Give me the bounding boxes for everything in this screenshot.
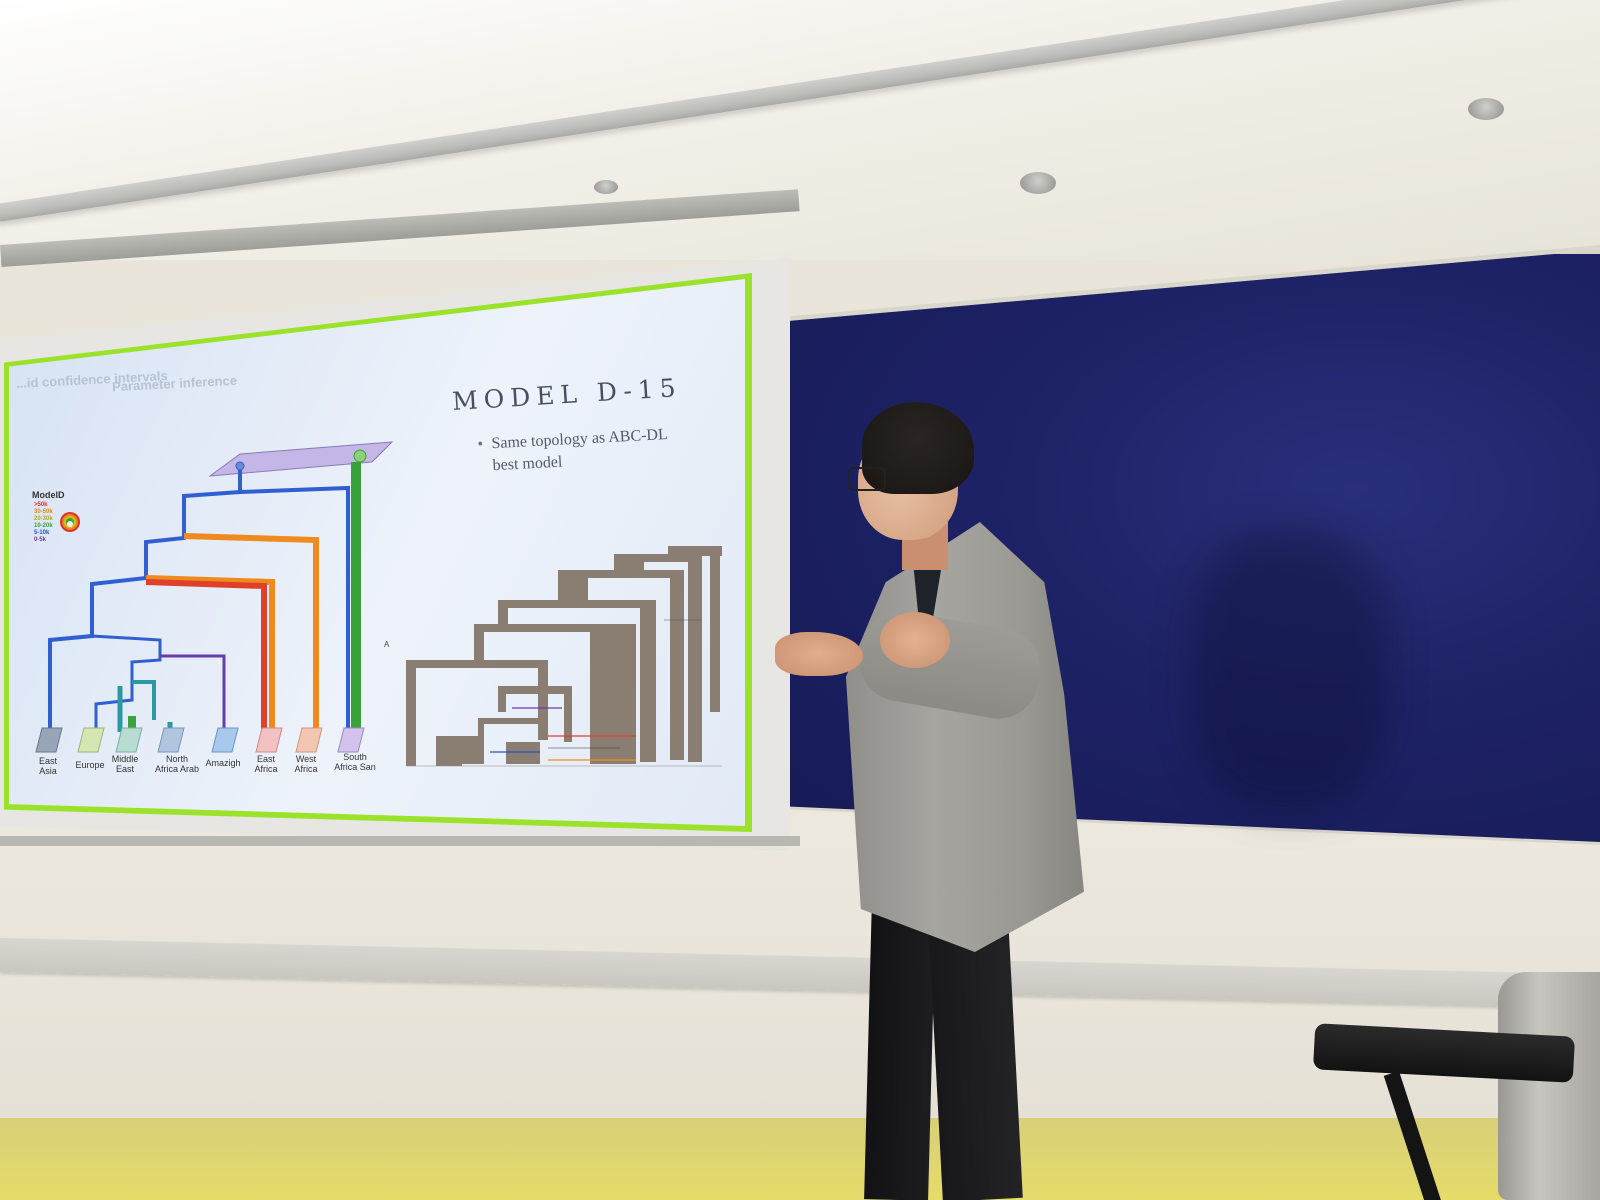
- chair: [1498, 972, 1600, 1200]
- glasses-icon: [848, 467, 886, 491]
- population-label: North Africa Arab: [154, 754, 200, 774]
- rail-bracket: [1468, 98, 1504, 120]
- branch-west-africa: [183, 533, 319, 740]
- legend-item: >50k: [34, 502, 48, 508]
- speaker-trousers: [864, 899, 936, 1200]
- speaker-jacket: [845, 522, 1084, 952]
- legend-item: 10-20k: [34, 523, 53, 529]
- legend-item: 20-30k: [34, 516, 53, 522]
- ceiling: [0, 0, 1600, 300]
- legend-item: 0-5k: [34, 537, 47, 543]
- population-label: East Africa: [254, 754, 278, 774]
- legend-title: ModelD: [32, 490, 65, 500]
- screen-bottom-bar: [0, 836, 800, 846]
- legend-rainbow-icon: [60, 512, 80, 532]
- branch-east-africa-orange: [145, 575, 275, 740]
- population-label: East Asia: [38, 756, 57, 776]
- population-label: Middle East: [111, 754, 139, 774]
- floor: [0, 1118, 1600, 1200]
- branch-eurasia: [91, 634, 162, 732]
- branch-blue: [239, 485, 350, 740]
- speaker-hair: [862, 402, 974, 494]
- speaker-hand: [775, 632, 863, 676]
- legend-item: 5-10k: [34, 530, 50, 536]
- block-model-diagram: [406, 546, 722, 767]
- branch-east-africa-red: [145, 579, 267, 740]
- slide-marker: A: [384, 640, 390, 649]
- legend-item: 30-50k: [34, 509, 53, 515]
- speaker-shadow: [1190, 530, 1390, 810]
- population-label: Europe: [75, 760, 105, 770]
- population-label: South Africa San: [334, 752, 376, 772]
- branch-amazigh: [160, 654, 226, 730]
- population-label: Amazigh: [205, 758, 241, 768]
- rail-bracket: [1020, 172, 1056, 194]
- root-plane: [208, 441, 394, 477]
- speaker-hand: [880, 612, 950, 668]
- rail-bracket: [594, 180, 618, 194]
- branch-backbone: [48, 470, 242, 730]
- population-label: West Africa: [294, 754, 318, 774]
